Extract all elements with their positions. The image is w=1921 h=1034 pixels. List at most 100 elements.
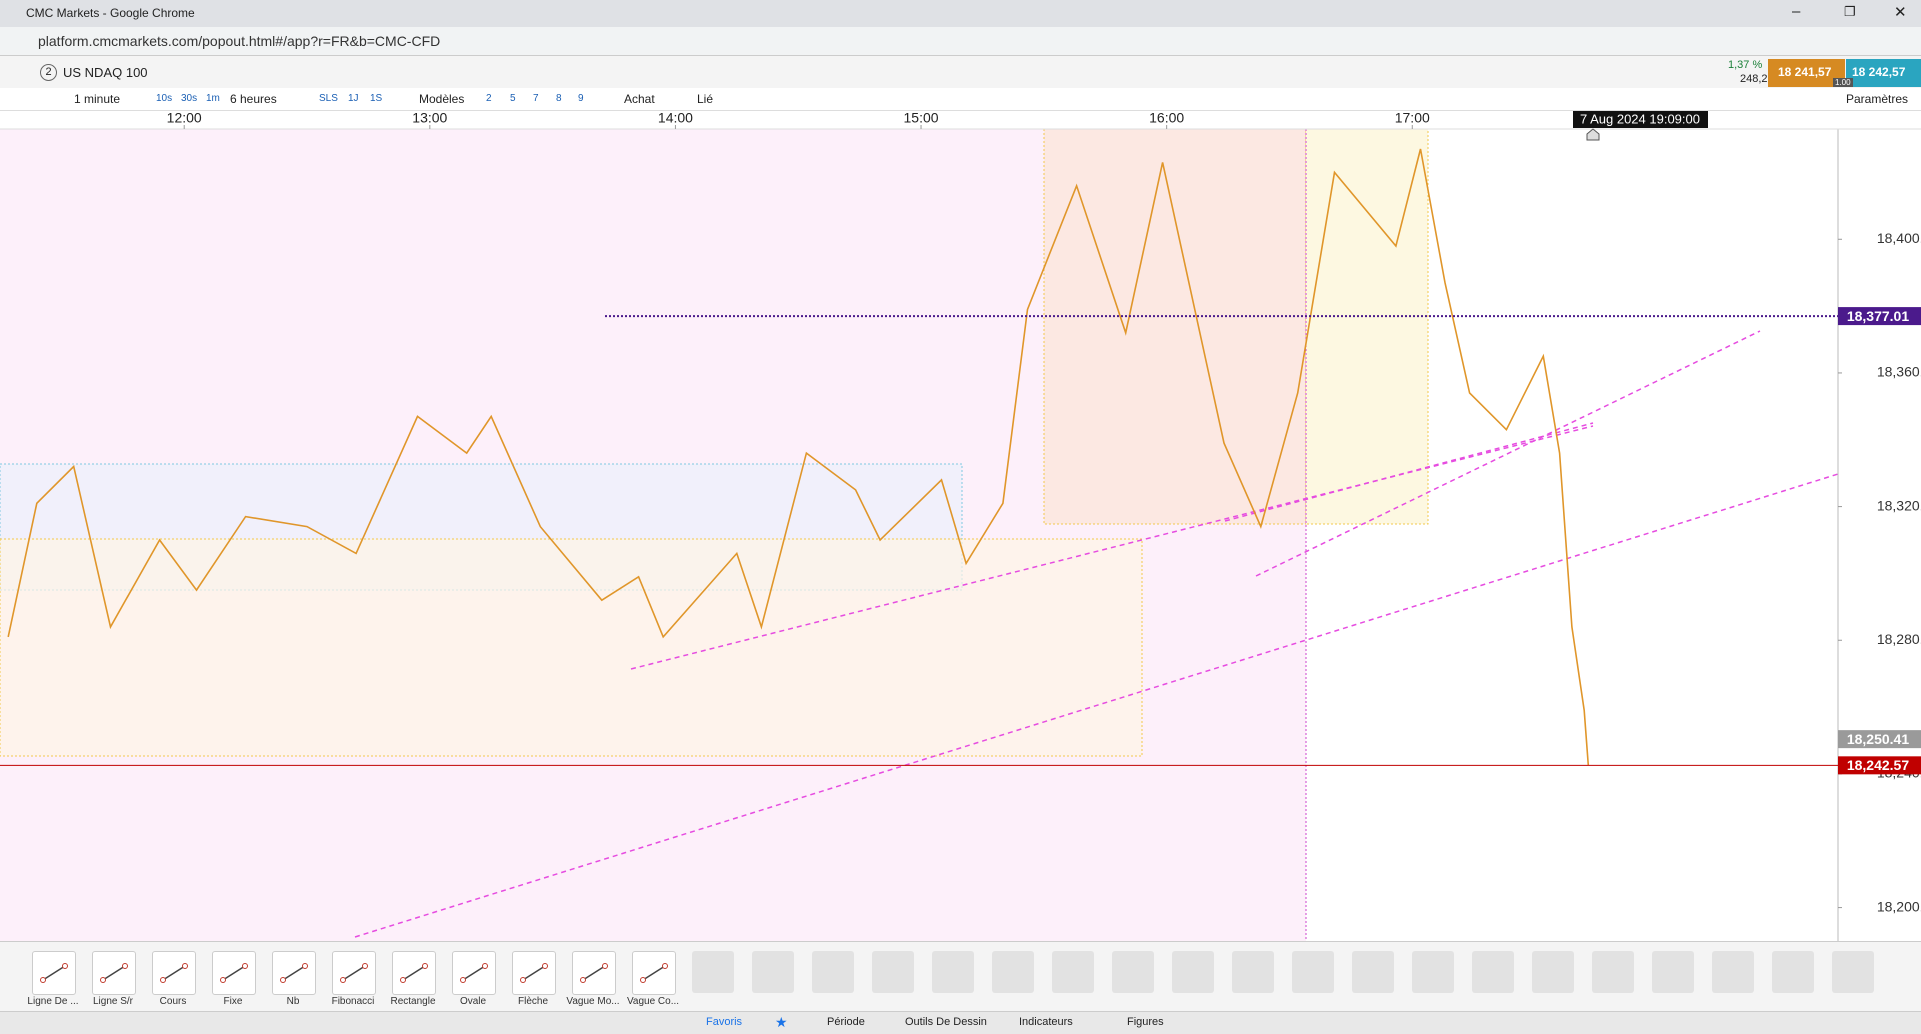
tool-icon — [340, 963, 368, 983]
tool-icon — [280, 963, 308, 983]
tool-button[interactable] — [92, 951, 136, 995]
tool-slot[interactable] — [1412, 951, 1454, 993]
close[interactable]: ✕ — [1894, 4, 1907, 21]
tool-icon — [160, 963, 188, 983]
tool-slot[interactable] — [932, 951, 974, 993]
buy-button[interactable]: 18 242,57 — [1846, 59, 1921, 87]
period[interactable]: 1J — [348, 93, 359, 104]
instrument-name[interactable]: US NDAQ 100 — [63, 65, 148, 80]
tab[interactable]: Favoris — [706, 1016, 743, 1028]
layout[interactable]: 2 — [486, 93, 492, 104]
icon-dot — [460, 977, 466, 983]
tool-button[interactable] — [272, 951, 316, 995]
tool-button[interactable] — [572, 951, 616, 995]
maximize[interactable]: ❐ — [1844, 4, 1856, 19]
layout[interactable]: 5 — [510, 93, 516, 104]
tool-slot[interactable] — [1772, 951, 1814, 993]
icon-dot — [602, 963, 608, 969]
icon-line — [342, 965, 366, 981]
icon-dot — [302, 963, 308, 969]
tool-slot[interactable] — [992, 951, 1034, 993]
quick-interval[interactable]: 10s — [156, 93, 173, 104]
tool-slot[interactable] — [1052, 951, 1094, 993]
period[interactable]: 1S — [370, 93, 383, 104]
tool-button[interactable] — [332, 951, 376, 995]
tool-slot[interactable] — [692, 951, 734, 993]
icon-line — [462, 965, 486, 981]
tool-slot[interactable] — [1172, 951, 1214, 993]
icon-dot — [100, 977, 106, 983]
templates[interactable]: Modèles — [419, 92, 465, 106]
tool-button[interactable] — [32, 951, 76, 995]
tool-slot[interactable] — [1832, 951, 1874, 993]
tab[interactable]: Figures — [1127, 1016, 1164, 1028]
price-level-label: 18,242.57 — [1847, 757, 1909, 773]
tool-label: Vague Co... — [626, 996, 680, 1007]
drawing-tools: Ligne De ... Ligne S/r Cours Fixe Nb Fibonacc… — [0, 941, 1921, 1012]
tool-slot[interactable] — [1472, 951, 1514, 993]
tool-slot[interactable] — [1652, 951, 1694, 993]
icon-line — [282, 965, 306, 981]
settings[interactable]: Paramètres — [1846, 92, 1909, 106]
tool-button[interactable] — [152, 951, 196, 995]
tool-button[interactable] — [512, 951, 556, 995]
tool-label: Fibonacci — [331, 996, 375, 1007]
icon-dot — [340, 977, 346, 983]
tool-button[interactable] — [632, 951, 676, 995]
icon-dot — [400, 977, 406, 983]
buy-price: 18 242,57 — [1852, 65, 1906, 79]
tool-slot[interactable] — [1532, 951, 1574, 993]
icon-line — [102, 965, 126, 981]
tool-slot[interactable] — [1232, 951, 1274, 993]
tool-button[interactable] — [392, 951, 436, 995]
price-line — [7, 148, 1590, 766]
tool-slot[interactable] — [1112, 951, 1154, 993]
chart-toolbar: 1 minute 10s 30s 1m 6 heures SLS 1J 1S M… — [0, 88, 1921, 111]
x-tick-label: 15:00 — [904, 110, 939, 126]
y-tick-label: 18,200.00 — [1877, 898, 1921, 914]
favorite-star[interactable]: ★ — [775, 1014, 788, 1030]
url[interactable]: platform.cmcmarkets.com/popout.html#/app… — [38, 33, 441, 49]
address-bar: platform.cmcmarkets.com/popout.html#/app… — [0, 27, 1921, 56]
trade[interactable]: Achat — [624, 92, 655, 106]
icon-dot — [640, 977, 646, 983]
tool-slot[interactable] — [1292, 951, 1334, 993]
trendline[interactable] — [1224, 422, 1594, 522]
layout[interactable]: 8 — [556, 93, 562, 104]
layout[interactable]: 9 — [578, 93, 584, 104]
tool-slot[interactable] — [1712, 951, 1754, 993]
tool-slot[interactable] — [1592, 951, 1634, 993]
crosshair-box — [1573, 111, 1708, 128]
tab[interactable]: Indicateurs — [1019, 1016, 1073, 1028]
tool-label: Ovale — [459, 996, 487, 1007]
trendline[interactable] — [354, 473, 1839, 938]
change-points: 248,2 — [1740, 73, 1768, 85]
tab[interactable]: Période — [827, 1016, 865, 1028]
trendline[interactable] — [1255, 330, 1761, 577]
minimize[interactable]: – — [1792, 3, 1801, 20]
icon-dot — [220, 977, 226, 983]
tool-button[interactable] — [452, 951, 496, 995]
tool-button[interactable] — [212, 951, 256, 995]
tool-slot[interactable] — [872, 951, 914, 993]
sell-button[interactable]: 18 241,57 — [1768, 59, 1845, 87]
icon-dot — [520, 977, 526, 983]
quick-interval[interactable]: 30s — [181, 93, 198, 104]
quick-interval[interactable]: 1m — [206, 93, 220, 104]
icon-line — [402, 965, 426, 981]
range[interactable]: 6 heures — [230, 92, 277, 106]
tool-slot[interactable] — [1352, 951, 1394, 993]
tool-slot[interactable] — [752, 951, 794, 993]
tool-label: Fixe — [223, 996, 243, 1007]
layout[interactable]: 7 — [533, 93, 539, 104]
period[interactable]: SLS — [319, 93, 338, 104]
tool-slot[interactable] — [812, 951, 854, 993]
link[interactable]: Lié — [697, 92, 714, 106]
icon-line — [162, 965, 186, 981]
tab[interactable]: Outils De Dessin — [905, 1016, 987, 1028]
interval[interactable]: 1 minute — [74, 92, 121, 106]
icon-line — [42, 965, 66, 981]
icon-dot — [160, 977, 166, 983]
trendline[interactable] — [630, 425, 1594, 670]
tool-label: Vague Mo... — [566, 996, 620, 1007]
